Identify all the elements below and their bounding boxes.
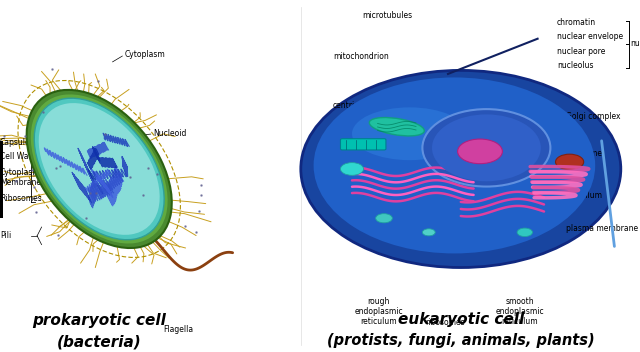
Text: smooth
endoplasmic
reticulum: smooth endoplasmic reticulum: [495, 297, 544, 326]
Circle shape: [556, 154, 584, 170]
Text: cytosol: cytosol: [333, 191, 360, 200]
Text: Cell Wall: Cell Wall: [0, 152, 33, 161]
Text: chromatin: chromatin: [557, 18, 596, 27]
Text: (protists, fungi, animals, plants): (protists, fungi, animals, plants): [327, 333, 595, 348]
Ellipse shape: [39, 103, 159, 235]
Text: vesicle: vesicle: [333, 147, 359, 156]
Circle shape: [340, 163, 364, 175]
Circle shape: [376, 214, 392, 223]
Text: lysosome: lysosome: [566, 149, 602, 158]
Text: Pili: Pili: [0, 231, 12, 240]
FancyBboxPatch shape: [340, 139, 386, 150]
Text: nuclear pore: nuclear pore: [557, 46, 605, 56]
Ellipse shape: [422, 109, 550, 187]
Text: Capsule: Capsule: [0, 138, 31, 147]
Ellipse shape: [31, 94, 168, 244]
Bar: [0, 141, 3, 218]
Text: ribosomes: ribosomes: [425, 318, 465, 327]
Text: nucleus: nucleus: [630, 39, 640, 49]
Text: nucleolus: nucleolus: [557, 61, 593, 70]
Text: Cytoplasmic
Membrane: Cytoplasmic Membrane: [0, 168, 47, 188]
Ellipse shape: [458, 139, 502, 164]
Text: rough
endoplasmic
reticulum: rough endoplasmic reticulum: [355, 297, 403, 326]
Text: eukaryotic cell: eukaryotic cell: [397, 312, 524, 327]
Ellipse shape: [27, 90, 172, 248]
Circle shape: [517, 228, 532, 237]
Text: Nucleoid: Nucleoid: [154, 129, 187, 138]
Ellipse shape: [369, 118, 424, 136]
Text: prokaryotic cell: prokaryotic cell: [32, 313, 166, 328]
Text: Flagella: Flagella: [163, 325, 193, 334]
Ellipse shape: [301, 70, 621, 268]
Ellipse shape: [34, 98, 164, 240]
Circle shape: [422, 229, 435, 236]
Ellipse shape: [314, 77, 595, 253]
Text: plasma membrane: plasma membrane: [566, 224, 639, 233]
Ellipse shape: [432, 114, 541, 181]
Text: mitochondrion: mitochondrion: [333, 52, 388, 61]
Ellipse shape: [352, 107, 467, 160]
Text: centriole: centriole: [333, 101, 367, 110]
Text: microtubules: microtubules: [362, 11, 412, 20]
Text: flagellum: flagellum: [566, 191, 602, 200]
Text: Cytoplasm: Cytoplasm: [125, 50, 166, 59]
Text: nuclear envelope: nuclear envelope: [557, 32, 623, 42]
Text: (bacteria): (bacteria): [57, 334, 141, 350]
Text: Golgi complex: Golgi complex: [566, 112, 621, 121]
Text: Ribosomes: Ribosomes: [0, 194, 42, 203]
